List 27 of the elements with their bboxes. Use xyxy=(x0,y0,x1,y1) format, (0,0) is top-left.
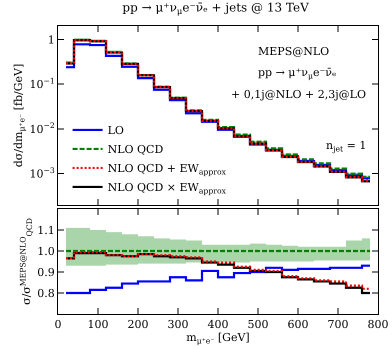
x-axis-title: m$_{μ⁺e⁻}$ [GeV] xyxy=(186,331,250,346)
y-tick-label: 0.9 xyxy=(37,266,55,279)
x-tick-label: 800 xyxy=(368,318,388,332)
x-tick-label: 300 xyxy=(168,318,188,332)
y-tick-label: 1.0 xyxy=(37,244,55,258)
legend-label: NLO QCD + EW$_{approx}$ xyxy=(108,162,227,177)
y-tick-label: 1.1 xyxy=(37,224,55,237)
annotation: MEPS@NLO xyxy=(258,45,330,58)
legend-label: NLO QCD xyxy=(108,143,164,156)
chart-title: pp → μ⁺ν$_{μ}$e⁻ν̄ₑ + jets @ 13 TeV xyxy=(122,0,310,16)
y-tick-label: 10$^{−3}$ xyxy=(29,166,55,181)
legend-label: NLO QCD × EW$_{approx}$ xyxy=(108,181,227,196)
y-tick-label: 1 xyxy=(48,33,55,46)
legend-label: LO xyxy=(108,124,124,138)
x-tick-label: 100 xyxy=(88,318,108,332)
annotation: n$_{jet}$ = 1 xyxy=(326,139,366,154)
y-tick-label: 10$^{−1}$ xyxy=(29,76,55,92)
x-tick-label: 400 xyxy=(208,318,228,332)
x-tick-label: 600 xyxy=(288,318,308,332)
annotation: + 0,1j@NLO + 2,3j@LO xyxy=(231,88,366,101)
x-tick-label: 500 xyxy=(248,318,268,332)
x-tick-label: 700 xyxy=(328,318,348,332)
y-tick-label: 10$^{−2}$ xyxy=(29,121,55,136)
x-tick-label: 0 xyxy=(54,318,62,332)
y-tick-label: 0.8 xyxy=(37,286,55,300)
x-tick-label: 200 xyxy=(128,318,148,332)
annotation: pp → μ⁺ν$_{μ}$e⁻ν̄ₑ xyxy=(258,66,336,80)
